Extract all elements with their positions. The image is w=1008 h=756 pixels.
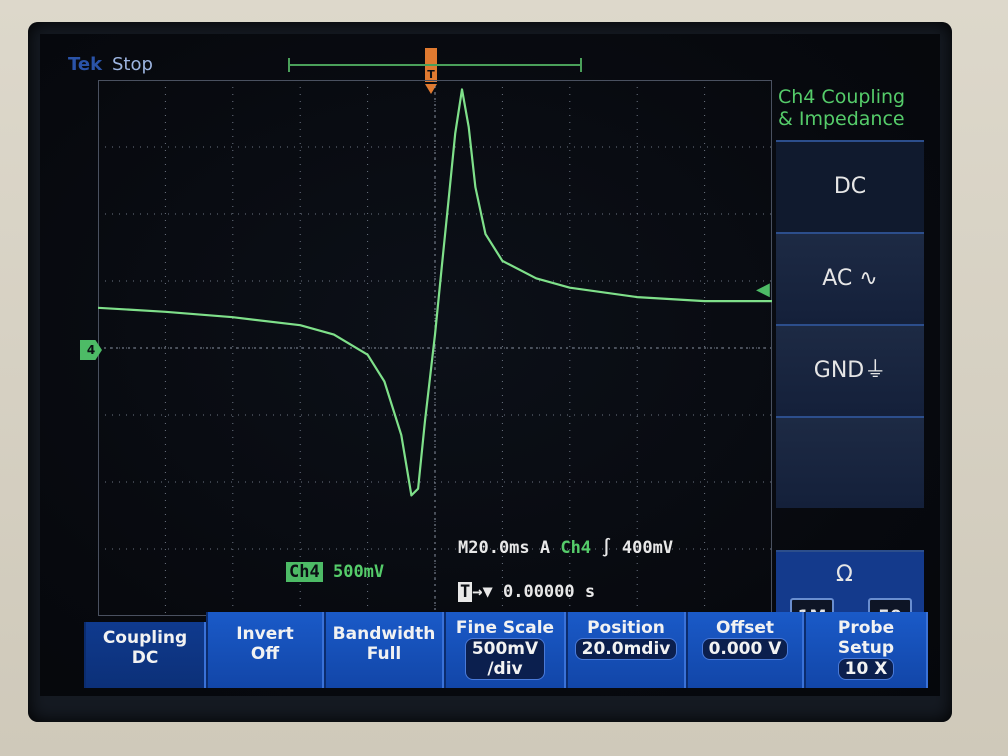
rising-edge-icon: ∫ [601,538,612,558]
channel-4-ground-marker[interactable]: 4 [80,340,102,360]
position-menu-button[interactable]: Position 20.0mdiv [566,612,686,688]
channel-label: Ch4 [286,562,323,582]
side-menu-title: Ch4 Coupling & Impedance [776,86,928,130]
channel-scale-readout: Ch4 500mV [286,562,384,582]
graticule-grid [98,80,772,616]
side-menu-empty-slot [776,416,924,508]
coupling-menu-button[interactable]: Coupling DC [84,622,206,688]
probe-setup-title-line1: Probe [837,618,895,638]
probe-setup-value: 10 X [844,659,888,679]
coupling-menu-value: DC [131,648,159,668]
brand-logo: Tek [68,54,103,75]
fine-scale-value-box: 500mV /div [464,638,546,680]
offset-menu-title: Offset [716,618,774,638]
trigger-channel: Ch4 [560,538,592,558]
bottom-menu: Coupling DC Invert Off Bandwidth Full Fi… [84,612,940,690]
scope-screen: Tek Stop T 4 ◀ M20.0ms A Ch4 ∫ 400mV Ch4… [40,34,940,696]
invert-menu-button[interactable]: Invert Off [206,612,324,688]
offset-menu-button[interactable]: Offset 0.000 V [686,612,804,688]
offset-value-box: 0.000 V [701,638,789,660]
run-state-indicator: Stop [112,54,153,75]
invert-menu-value: Off [250,644,280,664]
ohm-icon: Ω [836,562,853,587]
fine-scale-menu-title: Fine Scale [455,618,555,638]
coupling-dc-button[interactable]: DC [776,140,924,232]
svg-text:T: T [427,68,435,81]
side-menu-title-line1: Ch4 Coupling [778,86,906,108]
trigger-level-value: 400mV [621,538,674,558]
position-value: 20.0mdiv [581,639,671,659]
probe-setup-value-box: 10 X [837,658,895,680]
trigger-level-arrow-icon[interactable]: ◀ [756,279,770,300]
side-menu-title-line2: & Impedance [778,108,905,130]
fine-scale-value: 500mV [471,639,539,659]
fine-scale-menu-button[interactable]: Fine Scale 500mV /div [444,612,566,688]
trigger-offset-value: 0.00000 s [502,582,596,602]
trigger-offset-readout: T →▼ 0.00000 s [458,582,595,602]
arrow-icon: →▼ [472,582,493,602]
invert-menu-title: Invert [236,624,294,644]
probe-setup-title-line2: Setup [837,638,895,658]
trace-ch4 [98,88,772,497]
position-menu-title: Position [587,618,665,638]
channel-scale-value: 500mV [332,562,385,582]
timebase-readout: M20.0ms A Ch4 ∫ 400mV [458,538,673,558]
trigger-mode: A [539,538,551,558]
probe-setup-menu-button[interactable]: Probe Setup 10 X [804,612,928,688]
bandwidth-menu-title: Bandwidth [332,624,436,644]
coupling-menu-title: Coupling [102,628,188,648]
coupling-ac-button[interactable]: AC ∿ [776,232,924,324]
position-value-box: 20.0mdiv [574,638,678,660]
timebase-value: M20.0ms [458,538,530,558]
trigger-position-icon: T [425,48,437,94]
waveform-plot [98,88,772,497]
fine-scale-unit: /div [487,659,523,679]
coupling-gnd-button[interactable]: GND⏚ [776,324,924,416]
offset-value: 0.000 V [708,639,782,659]
bandwidth-menu-value: Full [366,644,402,664]
bandwidth-menu-button[interactable]: Bandwidth Full [324,612,444,688]
side-menu: Ch4 Coupling & Impedance DC AC ∿ GND⏚ Ω … [776,80,940,642]
trigger-offset-icon: T [458,582,473,602]
record-view-bar [288,58,582,72]
